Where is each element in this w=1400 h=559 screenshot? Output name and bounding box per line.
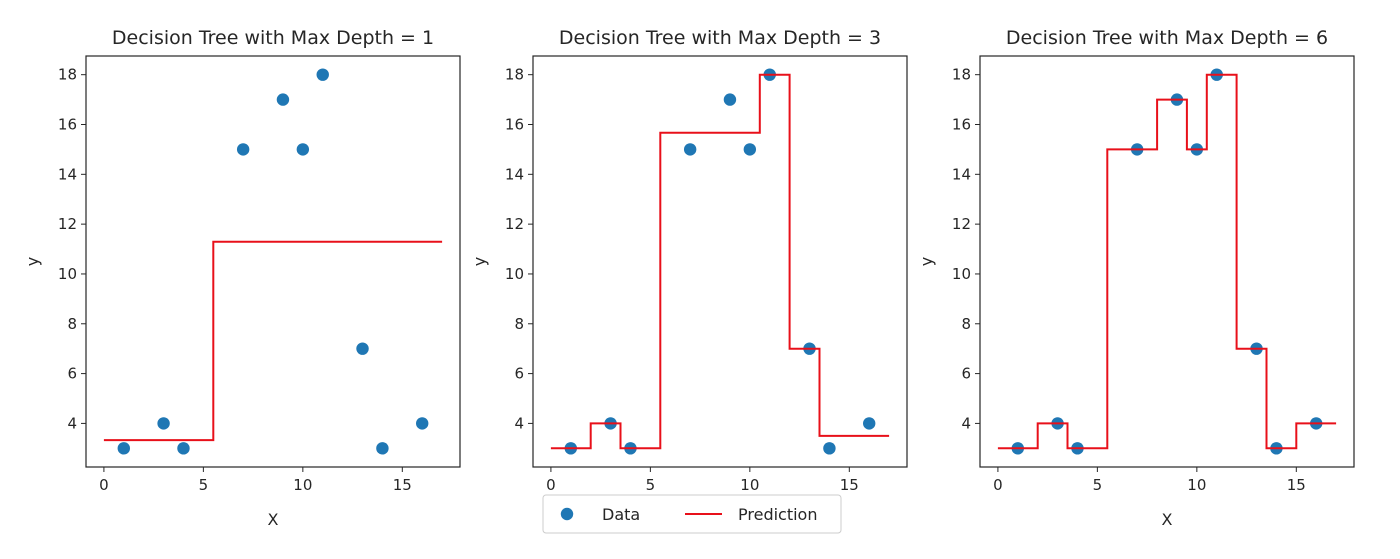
data-point <box>316 68 329 81</box>
y-tick-label: 16 <box>952 116 971 134</box>
y-tick-label: 8 <box>514 315 524 333</box>
x-tick-label: 5 <box>1093 476 1103 494</box>
x-tick-label: 10 <box>1187 476 1206 494</box>
data-point <box>823 442 836 455</box>
x-tick-label: 0 <box>546 476 556 494</box>
x-tick-label: 5 <box>646 476 656 494</box>
y-tick-label: 8 <box>961 315 971 333</box>
y-tick-label: 10 <box>505 265 524 283</box>
y-axis-label: y <box>470 257 489 266</box>
x-tick-label: 15 <box>1287 476 1306 494</box>
legend-data-marker <box>560 507 574 521</box>
data-point <box>177 442 190 455</box>
data-point <box>376 442 389 455</box>
y-tick-label: 12 <box>58 215 77 233</box>
subplot-2: Decision Tree with Max Depth = 3 0 5 10 15 4 6… <box>470 27 908 529</box>
y-tick-label: 4 <box>961 414 971 432</box>
prediction-line <box>997 73 1337 450</box>
x-axis-label: X <box>268 510 279 529</box>
y-tick-label: 18 <box>58 66 77 84</box>
y-tick-label: 6 <box>67 365 77 383</box>
subplot-1: Decision Tree with Max Depth = 1 0 5 10 15 4 6… <box>23 27 461 529</box>
data-point <box>683 143 697 156</box>
y-tick-label: 8 <box>67 315 77 333</box>
y-tick-label: 16 <box>58 116 77 134</box>
legend-label-prediction: Prediction <box>738 505 817 524</box>
data-point <box>296 143 310 156</box>
x-axis-label: X <box>1162 510 1173 529</box>
y-tick-label: 14 <box>58 165 77 183</box>
x-tick-label: 10 <box>740 476 759 494</box>
legend: Data Prediction <box>542 494 842 534</box>
chart-title: Decision Tree with Max Depth = 1 <box>112 27 434 49</box>
data-point <box>356 342 369 355</box>
data-point <box>723 93 737 106</box>
chart-title: Decision Tree with Max Depth = 6 <box>1006 27 1328 49</box>
x-tick-label: 0 <box>993 476 1003 494</box>
y-tick-label: 18 <box>505 66 524 84</box>
plot-frame <box>85 55 461 468</box>
x-tick-label: 10 <box>293 476 312 494</box>
y-tick-label: 14 <box>952 165 971 183</box>
y-tick-label: 4 <box>67 414 77 432</box>
x-tick-label: 15 <box>840 476 859 494</box>
data-point <box>863 417 876 430</box>
x-tick-label: 0 <box>99 476 109 494</box>
data-point <box>117 442 130 455</box>
plot-frame <box>532 55 908 468</box>
y-tick-label: 6 <box>961 365 971 383</box>
legend-label-data: Data <box>602 505 640 524</box>
prediction-line <box>550 73 890 450</box>
y-tick-label: 10 <box>952 265 971 283</box>
data-point <box>276 93 290 106</box>
y-tick-label: 12 <box>505 215 524 233</box>
x-tick-label: 15 <box>393 476 412 494</box>
y-tick-label: 6 <box>514 365 524 383</box>
data-point <box>743 143 757 156</box>
subplot-3: Decision Tree with Max Depth = 6 0 5 10 15 4 6… <box>917 27 1355 529</box>
y-tick-label: 18 <box>952 66 971 84</box>
y-tick-label: 12 <box>952 215 971 233</box>
x-tick-label: 5 <box>199 476 209 494</box>
y-axis-label: y <box>23 257 42 266</box>
data-point <box>157 417 170 430</box>
y-tick-label: 14 <box>505 165 524 183</box>
y-tick-label: 16 <box>505 116 524 134</box>
chart-title: Decision Tree with Max Depth = 3 <box>559 27 881 49</box>
y-tick-label: 4 <box>514 414 524 432</box>
prediction-line <box>103 240 443 442</box>
plot-frame <box>979 55 1355 468</box>
data-point <box>416 417 429 430</box>
data-point <box>236 143 250 156</box>
y-tick-label: 10 <box>58 265 77 283</box>
y-axis-label: y <box>917 257 936 266</box>
